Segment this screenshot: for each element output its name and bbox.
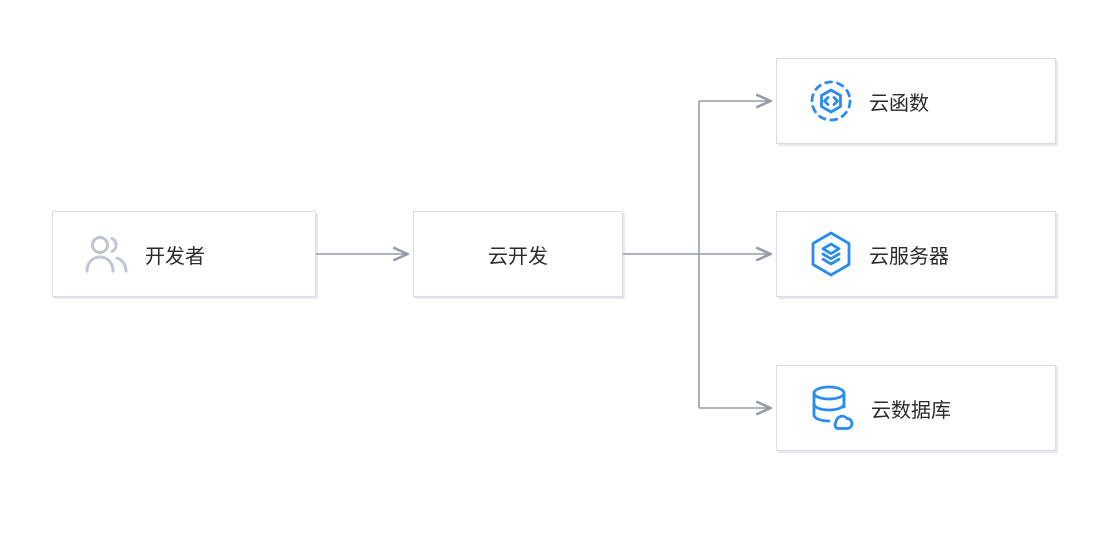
node-cloud-dev: 云开发 [413,211,623,297]
node-label: 云数据库 [871,394,951,423]
node-cloud-database: 云数据库 [776,365,1056,451]
node-label: 云服务器 [869,240,949,269]
db-cloud-icon [809,385,855,431]
edge-tree [623,94,776,416]
edge-developer-clouddev [316,248,413,262]
node-label: 云开发 [488,240,548,269]
node-developer: 开发者 [52,211,316,297]
hex-stack-icon [809,230,853,278]
node-cloud-function: 云函数 [776,58,1056,144]
node-label: 开发者 [145,240,205,269]
hex-code-icon [809,79,853,123]
node-label: 云函数 [869,87,929,116]
people-icon [85,235,129,273]
node-cloud-server: 云服务器 [776,211,1056,297]
